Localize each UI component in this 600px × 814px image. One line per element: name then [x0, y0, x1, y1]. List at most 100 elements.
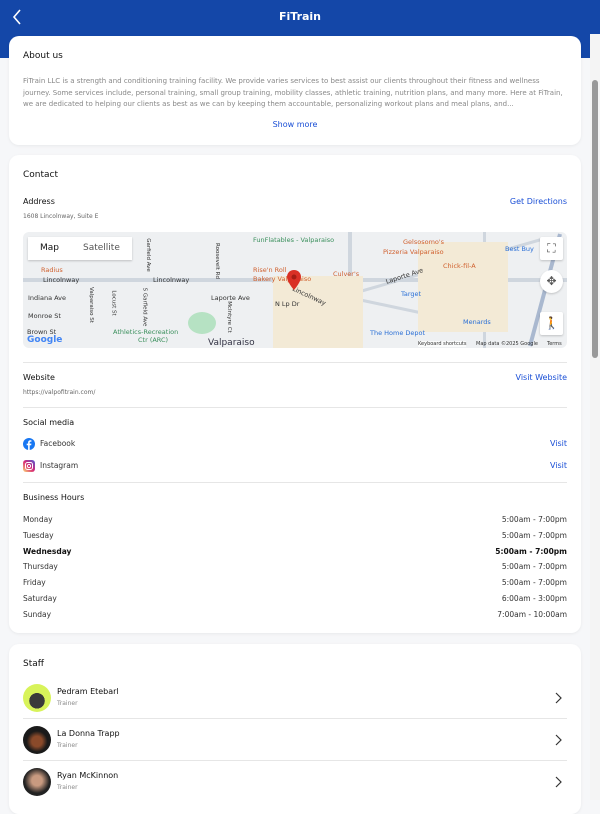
map-label: Best Buy	[505, 245, 534, 253]
staff-role: Trainer	[57, 742, 78, 749]
hours-row: Tuesday 5:00am - 7:00pm	[23, 531, 567, 540]
map-label: Athletics-Recreation	[113, 328, 179, 336]
address-label: Address	[23, 197, 55, 206]
website-url: https://valpofitrain.com/	[23, 389, 96, 396]
day-label: Tuesday	[23, 530, 54, 540]
divider	[23, 362, 567, 363]
map-label: Monroe St	[28, 312, 61, 320]
map-label: Radius	[41, 266, 63, 274]
map-label: Garfield Ave	[144, 238, 151, 272]
location-pin-icon[interactable]	[287, 270, 301, 290]
map-label: Chick-fil-A	[443, 262, 476, 270]
map-tab-map[interactable]: Map	[40, 243, 59, 253]
hours-value: 5:00am - 7:00pm	[501, 515, 567, 524]
map-label: Valparaiso St	[87, 287, 94, 323]
hours-row: Saturday 6:00am - 3:00pm	[23, 594, 567, 603]
chevron-right-icon[interactable]	[553, 691, 563, 705]
staff-name: Pedram Etebarl	[57, 687, 119, 696]
about-title: About us	[23, 51, 63, 61]
map-label: Rise'n Roll	[253, 266, 287, 274]
chevron-right-icon[interactable]	[553, 775, 563, 789]
staff-role: Trainer	[57, 700, 78, 707]
hours-value: 5:00am - 7:00pm	[501, 530, 567, 540]
hours-value: 5:00am - 7:00pm	[501, 578, 567, 588]
day-label: Wednesday	[23, 546, 72, 556]
address-value: 1608 Lincolnway, Suite E	[23, 213, 99, 220]
map-data-attribution: Map data ©2025 Google	[476, 341, 538, 347]
hours-row: Friday 5:00am - 7:00pm	[23, 578, 567, 587]
avatar	[23, 726, 51, 754]
avatar	[23, 768, 51, 796]
about-text: FiTrain LLC is a strength and conditioni…	[23, 77, 563, 108]
staff-card: Staff Pedram Etebarl Trainer La Donna Trap…	[9, 644, 581, 814]
contact-title: Contact	[23, 170, 59, 180]
contact-card: Contact Address Get Directions 1608 Linc…	[9, 155, 581, 633]
map-type-toggle: Map Satellite	[28, 237, 132, 260]
day-label: Sunday	[23, 609, 52, 619]
day-label: Monday	[23, 515, 53, 524]
map-label: Lincolnway	[153, 276, 190, 284]
get-directions-link[interactable]: Get Directions	[509, 197, 567, 206]
day-label: Thursday	[23, 562, 58, 572]
map-tab-satellite[interactable]: Satellite	[83, 243, 120, 253]
scrollbar-thumb[interactable]	[592, 80, 598, 358]
page-title: FiTrain	[278, 10, 322, 23]
hours-row: Thursday 5:00am - 7:00pm	[23, 562, 567, 571]
divider	[23, 407, 567, 408]
map-label: Indiana Ave	[28, 294, 67, 302]
social-media-label: Social media	[23, 418, 75, 427]
facebook-visit-link[interactable]: Visit	[549, 439, 567, 448]
hours-row: Monday 5:00am - 7:00pm	[23, 515, 567, 524]
map-label: Pizzeria Valparaiso	[383, 248, 444, 256]
fullscreen-icon[interactable]: ⛶	[540, 237, 563, 260]
hours-value: 7:00am - 10:00am	[497, 609, 567, 619]
day-label: Saturday	[23, 594, 57, 603]
map-label: Roosevelt Rd	[213, 243, 220, 279]
hours-row: Wednesday 5:00am - 7:00pm	[23, 547, 567, 556]
staff-title: Staff	[23, 659, 44, 669]
map-label: Gelsosomo's	[403, 238, 445, 246]
chevron-left-icon[interactable]	[6, 6, 28, 28]
terms-link[interactable]: Terms	[547, 341, 562, 347]
facebook-label: Facebook	[40, 439, 76, 448]
staff-list-item[interactable]: Ryan McKinnon Trainer	[23, 761, 567, 803]
avatar	[23, 684, 51, 712]
map-label: The Home Depot	[370, 329, 426, 337]
scrollbar[interactable]	[590, 34, 600, 800]
show-more-link[interactable]: Show more	[272, 120, 318, 129]
map-label: Ctr (ARC)	[138, 336, 169, 344]
keyboard-shortcuts-link[interactable]: Keyboard shortcuts	[418, 341, 467, 347]
instagram-visit-link[interactable]: Visit	[549, 461, 567, 470]
instagram-icon	[23, 460, 35, 472]
map-label: Culver's	[333, 270, 360, 278]
map-label: Valparaiso	[208, 338, 255, 348]
facebook-icon	[23, 438, 35, 450]
pan-control-icon[interactable]: ✥	[540, 270, 563, 293]
map-label: Lincolnway	[43, 276, 80, 284]
map-label: S Garfield Ave	[141, 287, 148, 327]
staff-name: Ryan McKinnon	[57, 771, 119, 780]
staff-name: La Donna Trapp	[57, 729, 120, 738]
map-label: Brown St	[27, 328, 57, 336]
business-hours-label: Business Hours	[23, 493, 85, 502]
staff-role: Trainer	[57, 784, 78, 791]
staff-list-item[interactable]: Pedram Etebarl Trainer	[23, 677, 567, 719]
map-label: N Lp Dr	[275, 300, 300, 308]
map-label: Locust St	[110, 290, 117, 316]
map-label: Menards	[463, 318, 491, 326]
hours-value: 5:00am - 7:00pm	[501, 562, 567, 572]
map-label: Bakery Valparaiso	[253, 275, 312, 283]
visit-website-link[interactable]: Visit Website	[515, 373, 567, 382]
hours-value: 6:00am - 3:00pm	[501, 594, 567, 603]
map-label: Target	[401, 290, 422, 298]
about-card: About us FiTrain LLC is a strength and c…	[9, 36, 581, 145]
website-label: Website	[23, 373, 55, 382]
instagram-label: Instagram	[40, 461, 79, 470]
staff-list-item[interactable]: La Donna Trapp Trainer	[23, 719, 567, 761]
chevron-right-icon[interactable]	[553, 733, 563, 747]
map[interactable]: Map Satellite FunFlatables - Valparaiso …	[23, 232, 567, 348]
street-view-pegman-icon[interactable]: 🚶	[540, 312, 563, 335]
day-label: Friday	[23, 578, 46, 588]
google-logo: Google	[27, 335, 63, 345]
hours-row: Sunday 7:00am - 10:00am	[23, 610, 567, 619]
